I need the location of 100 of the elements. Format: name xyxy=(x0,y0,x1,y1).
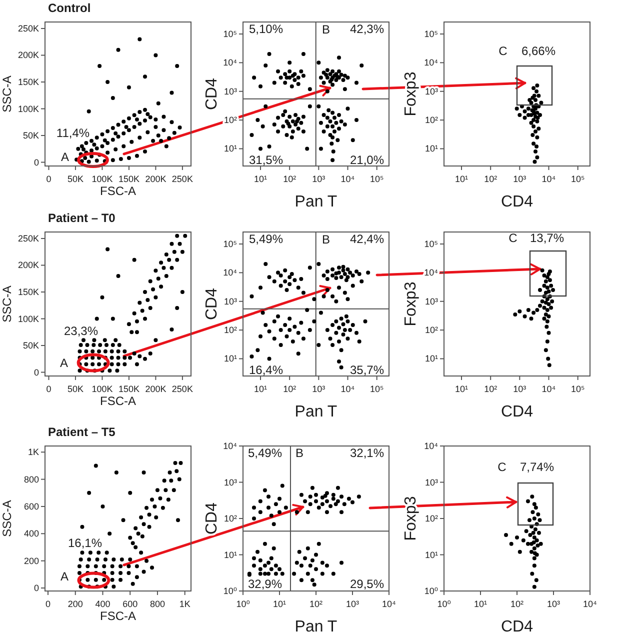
annotation: 5,49% xyxy=(248,446,282,460)
x-axis-title: CD4 xyxy=(500,194,534,210)
y-tick-label: 0 xyxy=(34,367,39,378)
chart-title: Patient – T5 xyxy=(48,425,116,439)
annotation: 21,0% xyxy=(350,153,384,167)
y-tick-label: 100K xyxy=(18,104,39,114)
x-tick-label: 150K xyxy=(118,384,140,394)
y-tick-label: 250K xyxy=(18,23,39,34)
x-axis-title: FSC-A xyxy=(100,184,136,198)
x-axis-title: Pan T xyxy=(294,618,338,636)
annotation: A xyxy=(60,150,70,164)
x-tick-label: 10² xyxy=(510,599,524,609)
x-tick-label: 10⁴ xyxy=(340,384,355,394)
x-tick-label: 800 xyxy=(150,599,165,609)
annotation: 23,3% xyxy=(64,324,98,338)
y-tick-label: 10² xyxy=(224,325,237,336)
x-tick-label: 10² xyxy=(283,384,296,394)
annotation: 7,74% xyxy=(520,460,554,474)
y-tick-label: 10² xyxy=(424,514,438,524)
x-tick-label: 10¹ xyxy=(254,174,268,184)
y-tick-label: 150K xyxy=(18,77,39,87)
y-tick-label: 0 xyxy=(34,583,39,594)
annotation: 5,49% xyxy=(248,232,284,246)
x-tick-label: 10¹ xyxy=(254,384,268,394)
x-tick-label: 10⁴ xyxy=(340,174,355,184)
x-tick-label: 10⁴ xyxy=(542,174,556,184)
x-tick-label: 10³ xyxy=(312,174,326,184)
x-tick-label: 10⁵ xyxy=(570,174,585,184)
y-tick-label: 0 xyxy=(34,157,39,168)
x-tick-label: 10³ xyxy=(346,599,360,609)
x-tick-label: 10⁰ xyxy=(236,599,250,609)
y-tick-label: 10⁴ xyxy=(424,441,438,451)
annotation: 35,7% xyxy=(350,363,384,377)
x-tick-label: 250K xyxy=(172,174,193,184)
x-tick-label: 100K xyxy=(92,384,113,394)
x-axis-title: CD4 xyxy=(500,618,534,636)
x-tick-label: 200 xyxy=(68,599,83,609)
y-axis-title: Foxp3 xyxy=(402,72,420,116)
annotation: 42,3% xyxy=(350,22,384,36)
x-tick-label: 10¹ xyxy=(455,174,468,184)
y-tick-label: 10⁴ xyxy=(223,268,238,278)
y-axis-title: SSC-A xyxy=(0,76,14,112)
annotation: B xyxy=(322,22,330,36)
y-tick-label: 10¹ xyxy=(224,354,237,364)
y-axis-title: Foxp3 xyxy=(402,496,420,541)
y-tick-label: 10³ xyxy=(224,296,237,306)
x-tick-label: 10⁴ xyxy=(542,384,556,394)
y-tick-label: 50K xyxy=(22,130,39,141)
y-tick-label: 10¹ xyxy=(424,144,438,154)
annotation: 16,4% xyxy=(248,363,284,377)
x-tick-label: 10² xyxy=(484,174,498,184)
y-tick-label: 10⁰ xyxy=(223,586,238,596)
x-tick-label: 600 xyxy=(122,599,138,609)
x-tick-label: 50K xyxy=(67,174,84,184)
x-axis-title: FSC-A xyxy=(100,394,136,408)
y-tick-label: 200 xyxy=(24,556,39,566)
annotation: B xyxy=(295,446,304,460)
annotation: 31,5% xyxy=(248,153,284,167)
x-tick-label: 10² xyxy=(309,599,323,609)
x-tick-label: 10¹ xyxy=(272,599,286,609)
y-tick-label: 10⁵ xyxy=(424,239,438,250)
y-tick-label: 10¹ xyxy=(224,550,237,560)
annotation: 11,4% xyxy=(56,126,90,140)
x-tick-label: 400 xyxy=(95,599,110,609)
x-axis-title: CD4 xyxy=(500,404,534,420)
x-tick-label: 200K xyxy=(145,174,166,184)
annotation: A xyxy=(60,356,68,370)
y-tick-label: 200K xyxy=(18,50,39,60)
x-tick-label: 10² xyxy=(484,384,498,394)
y-tick-label: 10² xyxy=(224,514,237,524)
x-tick-label: 10² xyxy=(283,174,296,184)
x-tick-label: 0 xyxy=(46,599,51,609)
x-tick-label: 10⁴ xyxy=(583,599,598,609)
chart-title: Patient – T0 xyxy=(48,211,116,225)
x-tick-label: 10⁵ xyxy=(370,384,384,394)
x-tick-label: 100K xyxy=(92,174,113,184)
y-tick-label: 10⁴ xyxy=(223,441,238,451)
y-axis-title: SSC-A xyxy=(0,500,14,537)
y-axis-title: CD4 xyxy=(204,502,220,535)
x-tick-label: 50K xyxy=(67,384,84,394)
y-tick-label: 600 xyxy=(24,501,39,512)
annotation: B xyxy=(322,232,330,246)
y-tick-label: 250K xyxy=(18,233,39,244)
x-tick-label: 10³ xyxy=(546,599,560,609)
annotation: 32,9% xyxy=(248,577,282,591)
x-tick-label: 10¹ xyxy=(455,384,468,394)
annotation: 13,7% xyxy=(530,231,564,245)
y-tick-label: 10¹ xyxy=(424,550,438,560)
y-tick-label: 10³ xyxy=(224,477,237,488)
x-tick-label: 200K xyxy=(145,384,166,394)
x-tick-label: 0 xyxy=(46,174,52,184)
annotation: C xyxy=(498,44,508,58)
y-axis-title: SSC-A xyxy=(0,286,14,322)
y-tick-label: 10⁴ xyxy=(223,58,238,68)
x-axis-title: Pan T xyxy=(294,194,338,210)
y-tick-label: 10⁴ xyxy=(424,268,438,278)
x-tick-label: 150K xyxy=(118,174,140,184)
y-tick-label: 10⁰ xyxy=(424,586,438,596)
x-tick-label: 1K xyxy=(179,599,190,609)
y-tick-label: 800 xyxy=(24,474,39,484)
